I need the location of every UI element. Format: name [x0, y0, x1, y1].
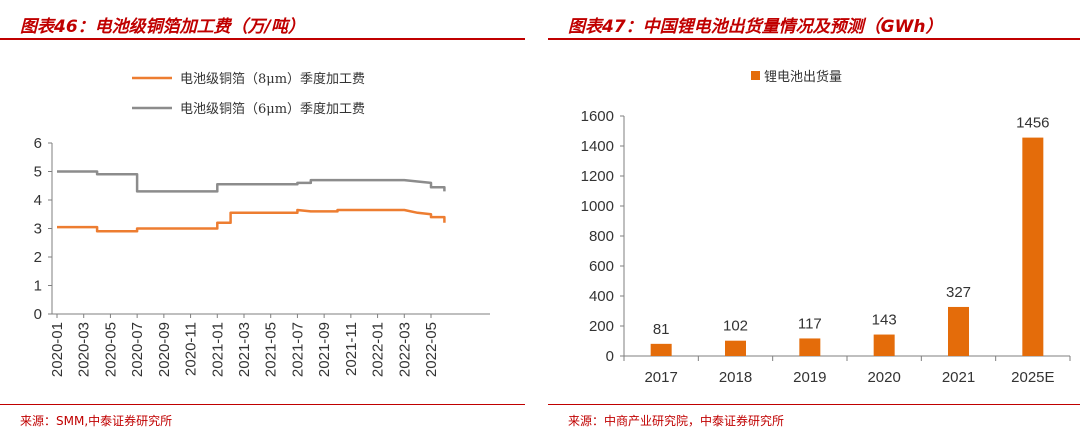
y-tick-label: 2: [34, 249, 42, 266]
y-tick-label: 1000: [581, 198, 614, 215]
left-title-rule: [0, 38, 525, 40]
x-tick-label: 2021-09: [316, 322, 333, 377]
data-label-2017: 81: [653, 321, 670, 338]
left-chart-source: 来源：SMM,中泰证券研究所: [20, 414, 173, 428]
data-label-2020: 143: [872, 312, 897, 329]
x-tick-label: 2020-03: [76, 322, 93, 377]
x-tick-label: 2020-01: [49, 322, 66, 377]
battery-shipment-bar-chart: 0 200 400 600 800 1000 1200 1400 1600 81 2017 102 20…: [581, 69, 1071, 386]
data-label-2021: 327: [946, 284, 971, 301]
legend-label: 锂电池出货量: [764, 69, 842, 85]
x-tick-label: 2021: [942, 369, 975, 386]
x-tick-label: 2020: [867, 369, 900, 386]
x-tick-label: 2021-05: [263, 322, 280, 377]
x-tick-label: 2020-09: [156, 322, 173, 377]
right-title-rule: [548, 38, 1080, 40]
x-tick-label: 2018: [719, 369, 752, 386]
left-chart-panel: 图表46：电池级铜箔加工费（万/吨） 0 1 2 3 4 5 6 2020-01 2020-03…: [0, 0, 525, 437]
y-tick-label: 3: [34, 221, 42, 238]
bar-2020: [873, 334, 895, 356]
y-tick-label: 0: [606, 348, 614, 365]
series-line-8um: [57, 208, 446, 233]
bar-2018: [725, 340, 746, 356]
legend-label-8um: 电池级铜箔（8μm）季度加工费: [180, 71, 365, 87]
y-tick-label: 600: [589, 258, 614, 275]
legend-swatch: [751, 71, 760, 80]
x-tick-label: 2021-11: [343, 322, 360, 376]
y-tick-label: 1600: [581, 108, 614, 125]
left-chart-title: 图表46：电池级铜箔加工费（万/吨）: [20, 17, 305, 37]
series-line-6um: [57, 170, 446, 193]
x-tick-label: 2019: [793, 369, 826, 386]
x-tick-label: 2021-07: [289, 322, 306, 377]
y-tick-label: 0: [34, 306, 42, 323]
x-tick-label: 2022-03: [396, 322, 413, 377]
right-source-rule: [548, 404, 1080, 405]
y-tick-label: 800: [589, 228, 614, 245]
x-tick-label: 2022-01: [370, 322, 387, 377]
bar-2017: [650, 343, 672, 356]
x-tick-label: 2025E: [1011, 369, 1054, 386]
right-chart-title: 图表47：中国锂电池出货量情况及预测（GWh）: [568, 17, 943, 37]
x-tick-label: 2020-11: [183, 322, 200, 376]
y-tick-label: 400: [589, 288, 614, 305]
y-tick-label: 1400: [581, 138, 614, 155]
bar-2025E: [1022, 137, 1044, 356]
legend-label-6um: 电池级铜箔（6μm）季度加工费: [180, 101, 365, 117]
left-source-rule: [0, 404, 525, 405]
copper-foil-fee-line-chart: 0 1 2 3 4 5 6 2020-01 2020-03 2020-05 2020-07 2020-…: [34, 71, 490, 377]
data-label-2018: 102: [723, 318, 748, 335]
y-tick-label: 6: [34, 135, 42, 152]
y-tick-label: 1200: [581, 168, 614, 185]
x-tick-label: 2020-05: [102, 322, 119, 377]
y-tick-label: 200: [589, 318, 614, 335]
bar-2021: [948, 306, 969, 356]
x-tick-label: 2022-05: [423, 322, 440, 377]
y-tick-label: 4: [34, 192, 42, 209]
bar-2019: [799, 338, 821, 356]
x-tick-label: 2020-07: [129, 322, 146, 377]
x-tick-label: 2017: [644, 369, 677, 386]
x-tick-label: 2021-03: [236, 322, 253, 377]
right-chart-source: 来源：中商产业研究院，中泰证券研究所: [568, 414, 785, 428]
y-tick-label: 5: [34, 164, 42, 181]
right-chart-panel: 图表47：中国锂电池出货量情况及预测（GWh） 0 200 400 600 800 100…: [548, 0, 1080, 437]
data-label-2019: 117: [798, 315, 822, 332]
y-tick-label: 1: [34, 278, 42, 295]
data-label-2025E: 1456: [1016, 115, 1049, 132]
x-tick-label: 2021-01: [209, 322, 226, 377]
